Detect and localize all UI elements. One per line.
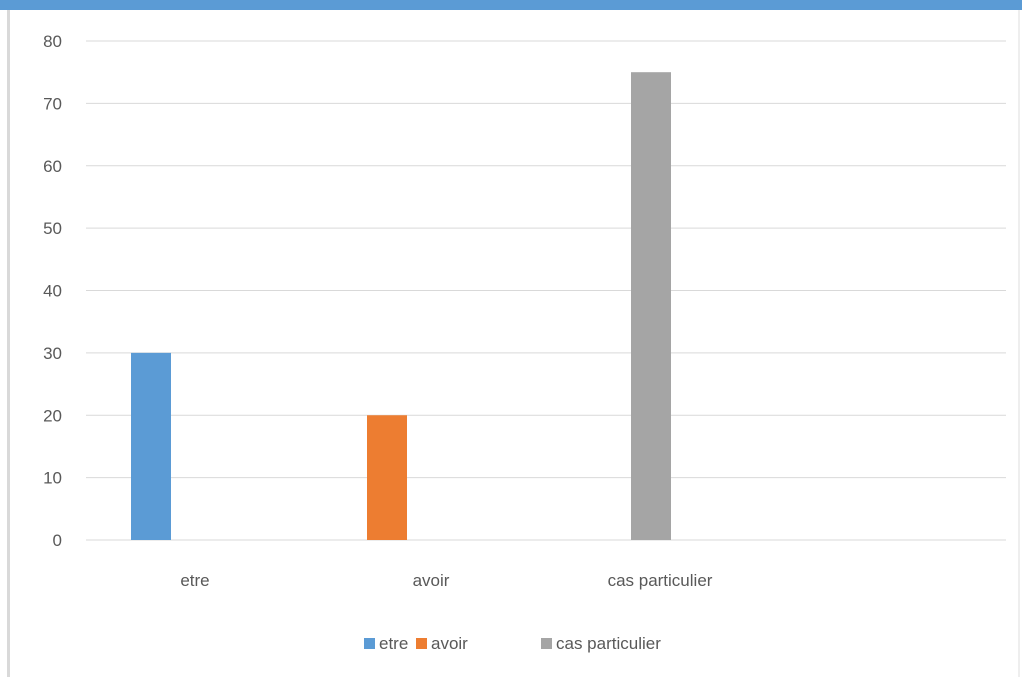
x-category-label: cas particulier [608,571,713,590]
y-tick-label: 40 [43,282,62,301]
y-tick-label: 80 [43,32,62,51]
bars [131,72,671,540]
x-axis-category-labels: etre avoir cas particulier [180,571,712,590]
legend-label: cas particulier [556,634,661,653]
bar-cas-particulier [631,72,671,540]
y-tick-label: 0 [53,531,62,550]
legend-label: etre [379,634,408,653]
top-accent-band [0,0,1022,10]
legend: etre avoir cas particulier [364,634,661,653]
left-border [7,10,10,677]
bar-avoir [367,415,407,540]
y-tick-label: 10 [43,469,62,488]
right-border [1018,10,1020,677]
y-tick-label: 30 [43,344,62,363]
legend-swatch [541,638,552,649]
y-axis-tick-labels: 0 10 20 30 40 50 60 70 80 [43,32,62,550]
gridlines [86,40,1006,541]
y-tick-label: 20 [43,406,62,425]
y-tick-label: 60 [43,157,62,176]
bar-etre [131,352,171,540]
legend-swatch [416,638,427,649]
y-tick-label: 50 [43,219,62,238]
x-category-label: avoir [413,571,450,590]
legend-label: avoir [431,634,468,653]
x-category-label: etre [180,571,209,590]
legend-swatch [364,638,375,649]
y-tick-label: 70 [43,94,62,113]
